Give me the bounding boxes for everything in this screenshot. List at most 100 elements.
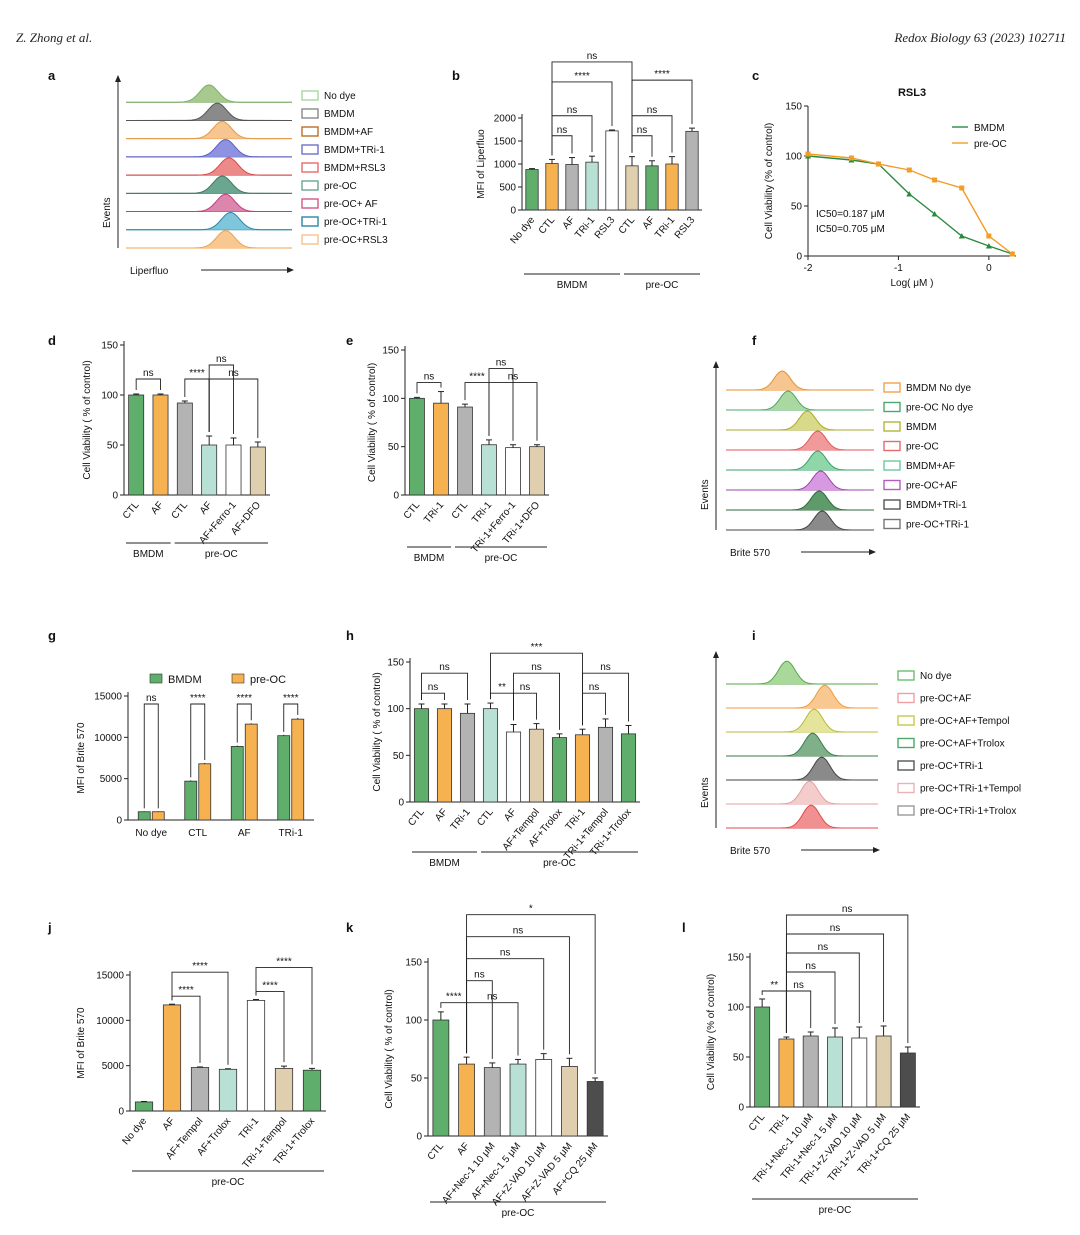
bar (128, 394, 145, 496)
significance-label: ns (600, 662, 611, 673)
significance-label: ns (567, 105, 578, 116)
bar (457, 406, 473, 496)
significance-label: ns (520, 682, 531, 693)
histogram-peak (726, 708, 878, 733)
y-axis-title: MFI of Liperfluo (476, 129, 487, 199)
legend-label: BMDM+RSL3 (324, 163, 386, 174)
bar (277, 735, 291, 821)
bar (505, 731, 522, 803)
bar (458, 1063, 475, 1137)
bar (585, 161, 599, 211)
legend-label: BMDM+TRi-1 (906, 500, 967, 511)
y-tick-label: 100 (785, 152, 802, 163)
bar (483, 1067, 501, 1137)
legend-label: BMDM (974, 123, 1005, 134)
x-tick-label: No dye (121, 1116, 150, 1148)
legend-swatch (897, 737, 915, 749)
panel-label-g: g (48, 628, 56, 643)
x-tick-label: AF (198, 500, 215, 517)
x-tick-label: AF (502, 807, 519, 824)
significance-label: ns (793, 980, 804, 991)
group-label: BMDM (557, 280, 588, 291)
significance-label: ns (818, 942, 829, 953)
data-point (932, 177, 938, 183)
bar (754, 1006, 771, 1108)
x-tick-label: No dye (135, 828, 167, 839)
histogram-peak (726, 510, 874, 531)
x-axis-title: Liperfluo (130, 266, 169, 277)
x-tick-label: AF (433, 807, 450, 824)
legend-label: pre-OC+ AF (324, 199, 378, 210)
legend-swatch (897, 670, 915, 681)
x-tick-label: CTL (406, 807, 427, 829)
significance-label: *** (531, 642, 543, 653)
bar (620, 733, 637, 803)
ic50-label: IC50=0.187 μM (816, 209, 885, 220)
legend-label: pre-OC+TRi-1+Trolox (920, 806, 1016, 817)
significance-label: ns (474, 970, 485, 981)
x-tick-label: CTL (475, 807, 496, 829)
legend-swatch (149, 673, 163, 684)
legend-label: pre-OC (250, 674, 286, 686)
x-tick-label: RSL3 (673, 215, 698, 242)
significance-label: ns (513, 926, 524, 937)
legend-label: pre-OC+TRi-1 (920, 761, 984, 772)
legend-label: BMDM+TRi-1 (324, 145, 385, 156)
legend-label: pre-OC+AF+Trolox (920, 739, 1005, 750)
bar (605, 130, 619, 211)
legend-swatch (883, 382, 901, 393)
legend-swatch (301, 216, 319, 227)
x-tick-label: CTL (188, 828, 207, 839)
x-tick-label: 0 (986, 263, 992, 274)
significance-bracket (551, 135, 573, 156)
significance-label: **** (178, 985, 194, 996)
bar (505, 447, 521, 496)
panel-label-l: l (682, 920, 686, 935)
significance-bracket (551, 81, 613, 156)
bar-chart-d: 0 50 100 150 Cell Viability ( % of control) C… (82, 341, 270, 560)
data-point (986, 233, 992, 239)
significance-bracket (551, 61, 633, 156)
data-point (959, 185, 965, 191)
significance-label: ns (842, 904, 853, 915)
legend-label: No dye (920, 671, 952, 682)
bar (184, 780, 198, 821)
y-tick-label: 1000 (494, 160, 517, 171)
y-tick-label: 500 (499, 183, 516, 194)
significance-label: ns (496, 358, 507, 369)
histogram-peak (726, 470, 874, 491)
bar (134, 1101, 154, 1112)
x-tick-label: TRi-1 (653, 215, 677, 241)
y-tick-label: 0 (393, 491, 399, 502)
bar-chart-l: 0 50 100 150 Cell Viability (% of control) CT… (706, 904, 920, 1216)
x-tick-label: CTL (121, 500, 142, 522)
significance-label: ns (805, 961, 816, 972)
y-axis-title: MFI of Brite 570 (76, 1007, 87, 1079)
significance-label: ns (143, 368, 154, 379)
significance-label: **** (192, 961, 208, 972)
series-line (807, 155, 1013, 255)
x-axis-title: Brite 570 (730, 846, 770, 857)
significance-label: ns (428, 682, 439, 693)
y-axis-title: Cell Viability (% of control) (764, 123, 775, 240)
significance-label: * (529, 904, 533, 915)
significance-label: **** (189, 368, 205, 379)
significance-bracket (135, 378, 161, 390)
group-label: pre-OC (485, 553, 518, 564)
legend-swatch (897, 692, 915, 704)
y-tick-label: 150 (382, 346, 399, 357)
x-tick-label: TRi-1 (279, 828, 304, 839)
x-tick-label: AF (455, 1141, 472, 1158)
significance-bracket (171, 971, 229, 1065)
histogram-peak (726, 660, 878, 685)
y-tick-label: 100 (727, 1003, 744, 1014)
significance-bracket (236, 703, 252, 743)
x-tick-label: CTL (450, 500, 471, 522)
legend-swatch (231, 673, 245, 684)
legend-label: pre-OC No dye (906, 403, 974, 414)
group-label: BMDM (429, 858, 460, 869)
bar (586, 1081, 604, 1137)
histogram-i: Events Brite 570 No dye pre-OC+AF pre-OC+AF+… (700, 651, 1021, 857)
y-tick-label: 2000 (494, 114, 517, 125)
x-tick-label: CTL (170, 500, 191, 522)
